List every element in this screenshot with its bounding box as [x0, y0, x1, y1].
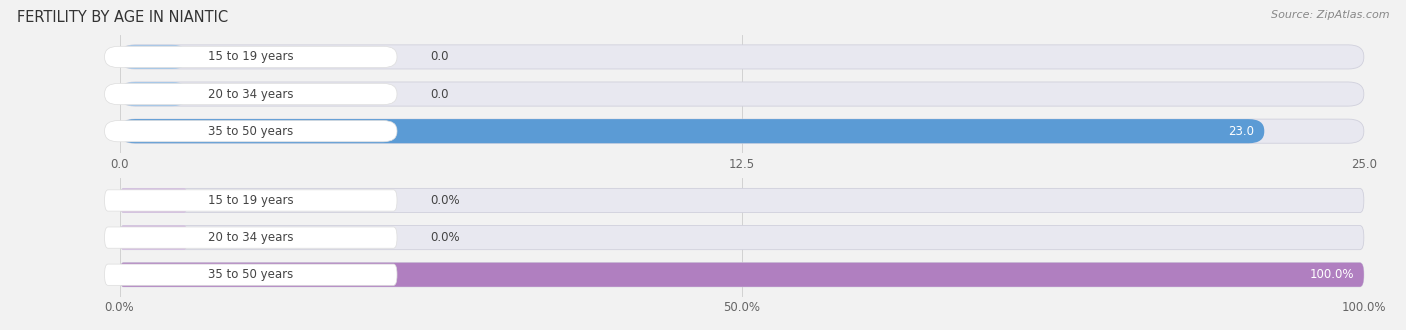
FancyBboxPatch shape [120, 188, 188, 213]
Text: 23.0: 23.0 [1229, 125, 1254, 138]
Text: 20 to 34 years: 20 to 34 years [208, 87, 294, 101]
Text: FERTILITY BY AGE IN NIANTIC: FERTILITY BY AGE IN NIANTIC [17, 10, 228, 25]
FancyBboxPatch shape [120, 263, 1364, 287]
FancyBboxPatch shape [120, 225, 1364, 250]
Text: 0.0%: 0.0% [430, 231, 460, 244]
Text: 15 to 19 years: 15 to 19 years [208, 50, 294, 63]
FancyBboxPatch shape [104, 190, 396, 211]
FancyBboxPatch shape [120, 119, 1364, 143]
Text: 0.0%: 0.0% [430, 194, 460, 207]
FancyBboxPatch shape [120, 82, 188, 106]
Text: 35 to 50 years: 35 to 50 years [208, 268, 294, 281]
FancyBboxPatch shape [120, 188, 1364, 213]
FancyBboxPatch shape [104, 83, 396, 105]
Text: 0.0: 0.0 [430, 50, 449, 63]
FancyBboxPatch shape [104, 120, 396, 142]
FancyBboxPatch shape [120, 263, 1364, 287]
FancyBboxPatch shape [120, 82, 1364, 106]
FancyBboxPatch shape [120, 45, 1364, 69]
Text: Source: ZipAtlas.com: Source: ZipAtlas.com [1271, 10, 1389, 20]
FancyBboxPatch shape [120, 119, 1264, 143]
FancyBboxPatch shape [104, 46, 396, 68]
FancyBboxPatch shape [104, 264, 396, 285]
Text: 100.0%: 100.0% [1309, 268, 1354, 281]
FancyBboxPatch shape [120, 45, 188, 69]
Text: 35 to 50 years: 35 to 50 years [208, 125, 294, 138]
FancyBboxPatch shape [104, 227, 396, 248]
FancyBboxPatch shape [120, 225, 188, 250]
Text: 15 to 19 years: 15 to 19 years [208, 194, 294, 207]
Text: 0.0: 0.0 [430, 87, 449, 101]
Text: 20 to 34 years: 20 to 34 years [208, 231, 294, 244]
